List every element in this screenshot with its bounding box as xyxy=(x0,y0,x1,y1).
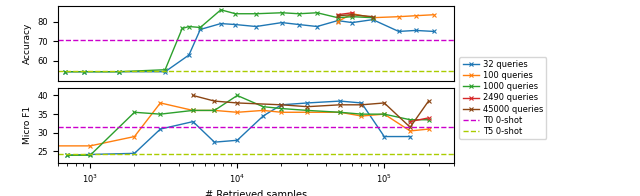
Line: 32 queries: 32 queries xyxy=(63,18,436,74)
1000 queries xyxy=(161,69,169,71)
32 queries xyxy=(295,23,303,26)
32 queries xyxy=(217,22,225,25)
32 queries xyxy=(161,71,169,73)
1000 queries xyxy=(115,71,122,73)
45000 queries xyxy=(369,15,376,18)
32 queries xyxy=(430,30,438,33)
1000 queries xyxy=(369,16,376,19)
Y-axis label: Micro F1: Micro F1 xyxy=(22,106,32,144)
32 queries xyxy=(232,23,239,26)
100 queries xyxy=(412,15,420,17)
2490 queries xyxy=(348,12,356,14)
Line: 100 queries: 100 queries xyxy=(335,12,436,24)
32 queries xyxy=(196,28,204,31)
1000 queries xyxy=(61,71,69,73)
1000 queries xyxy=(217,9,225,11)
32 queries xyxy=(395,30,403,33)
1000 queries xyxy=(334,16,342,19)
32 queries xyxy=(79,71,87,73)
Line: 2490 queries: 2490 queries xyxy=(335,11,355,17)
1000 queries xyxy=(348,15,356,18)
100 queries xyxy=(369,16,376,19)
Line: 1000 queries: 1000 queries xyxy=(63,8,375,74)
45000 queries xyxy=(348,14,356,16)
1000 queries xyxy=(179,27,186,30)
45000 queries xyxy=(334,15,342,17)
1000 queries xyxy=(185,25,193,28)
Line: 45000 queries: 45000 queries xyxy=(335,13,375,19)
100 queries xyxy=(395,15,403,18)
32 queries xyxy=(348,21,356,24)
2490 queries xyxy=(334,14,342,16)
32 queries xyxy=(369,18,376,21)
32 queries xyxy=(313,25,321,28)
X-axis label: # Retrieved samples: # Retrieved samples xyxy=(205,190,307,196)
32 queries xyxy=(334,19,342,22)
1000 queries xyxy=(278,12,285,14)
32 queries xyxy=(115,71,122,73)
32 queries xyxy=(412,29,420,32)
100 queries xyxy=(348,13,356,15)
1000 queries xyxy=(196,26,204,29)
32 queries xyxy=(61,71,69,73)
Y-axis label: Accuracy: Accuracy xyxy=(22,23,32,64)
1000 queries xyxy=(295,13,303,15)
32 queries xyxy=(252,25,260,28)
32 queries xyxy=(278,21,285,24)
1000 queries xyxy=(252,13,260,15)
1000 queries xyxy=(313,12,321,14)
1000 queries xyxy=(79,71,87,73)
1000 queries xyxy=(232,13,239,15)
100 queries xyxy=(334,20,342,23)
100 queries xyxy=(430,14,438,16)
32 queries xyxy=(185,54,193,56)
Legend: 32 queries, 100 queries, 1000 queries, 2490 queries, 45000 queries, T0 0-shot, T: 32 queries, 100 queries, 1000 queries, 2… xyxy=(460,57,547,139)
